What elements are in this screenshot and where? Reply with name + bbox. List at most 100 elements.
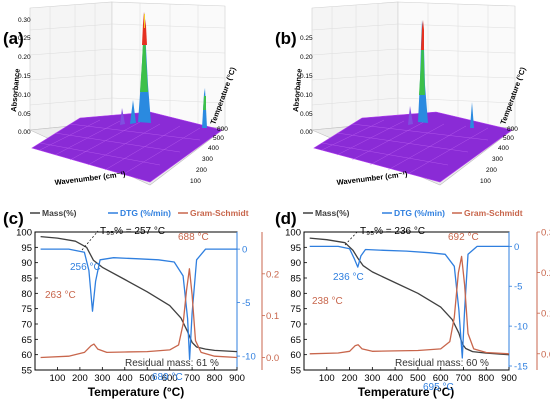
svg-text:0.10: 0.10 xyxy=(18,92,31,99)
gram-schmidt-curve xyxy=(40,268,238,359)
mass-tick-label: 75 xyxy=(21,304,32,315)
mass-tick-label: 95 xyxy=(21,243,32,254)
gs-peak1-label: 263 °C xyxy=(45,290,76,301)
x-tick-label: 800 xyxy=(478,373,494,384)
svg-text:400: 400 xyxy=(208,145,219,152)
y-ticks-b: 100 200 300 400 500 600 xyxy=(480,126,518,185)
mass-tick-label: 60 xyxy=(290,350,301,361)
x-axis-label-b: Wavenumber (cm⁻¹) xyxy=(336,169,408,187)
panel-label-c: (c) xyxy=(3,209,24,228)
ftir-surface-b xyxy=(313,111,513,183)
grid-lines-b xyxy=(311,3,516,128)
mass-tick-label: 80 xyxy=(290,289,301,300)
gs-tick-label: 0.3 xyxy=(541,228,550,239)
svg-text:0.05: 0.05 xyxy=(300,111,313,118)
panel-label-d: (d) xyxy=(275,209,297,228)
gs-tick-label: 0.1 xyxy=(541,309,550,320)
residual-mass-label: Residual mass: 60 % xyxy=(395,358,489,369)
svg-text:200: 200 xyxy=(196,167,207,174)
svg-text:100: 100 xyxy=(480,178,491,185)
mass-tick-label: 65 xyxy=(290,335,301,346)
peak-main-mid-a xyxy=(140,18,148,92)
peak-side-a xyxy=(130,100,136,124)
t95-annotation: T₉₅% = 257 °C xyxy=(100,226,165,237)
x-tick-label: 700 xyxy=(184,373,200,384)
mass-tick-label: 60 xyxy=(21,350,32,361)
dtg-tick-label: -5 xyxy=(242,298,250,309)
gs-tick-label: 0.0 xyxy=(541,349,550,360)
gs-tick-label: 0.2 xyxy=(541,268,550,279)
x-axis-label-a: Wavenumber (cm⁻¹) xyxy=(54,169,126,187)
peak-small-a xyxy=(120,108,125,125)
panel-b: (b) Absorbance Wavenumber (cm⁻¹) Tempera… xyxy=(275,1,528,187)
back-wall-left-a xyxy=(29,1,113,131)
mass-tick-label: 70 xyxy=(290,320,301,331)
grid-lines-a xyxy=(29,3,226,128)
mass-tick-label: 90 xyxy=(21,258,32,269)
dtg-peak2-label: 695 °C xyxy=(423,382,454,393)
back-wall-right-b xyxy=(397,1,516,129)
mass-tick-label: 55 xyxy=(290,366,301,377)
svg-text:0.25: 0.25 xyxy=(300,35,313,42)
svg-text:300: 300 xyxy=(202,156,213,163)
mass-tick-label: 55 xyxy=(21,366,32,377)
mass-curve xyxy=(309,237,510,356)
mass-tick-label: 100 xyxy=(16,228,32,239)
back-wall-right-a xyxy=(111,1,226,129)
svg-text:100: 100 xyxy=(190,178,201,185)
surface-mesh-a xyxy=(39,119,201,176)
x-tick-label: 800 xyxy=(207,373,223,384)
panel-label-b: (b) xyxy=(275,29,297,48)
svg-text:600: 600 xyxy=(507,126,518,133)
svg-text:600: 600 xyxy=(217,126,228,133)
gs-tick-label: 0.0 xyxy=(266,353,279,364)
legend-dtg: DTG (%/min) xyxy=(394,208,445,218)
surface-mesh-b xyxy=(321,119,489,176)
x-tick-label: 700 xyxy=(456,373,472,384)
svg-text:200: 200 xyxy=(486,167,497,174)
svg-text:400: 400 xyxy=(498,145,509,152)
peak-right-b xyxy=(470,102,474,128)
x-tick-label: 500 xyxy=(139,373,155,384)
svg-text:0.05: 0.05 xyxy=(18,111,31,118)
peak-right-mid-a xyxy=(203,96,206,110)
x-tick-label: 900 xyxy=(501,373,517,384)
x-tick-label: 200 xyxy=(72,373,88,384)
dtg-peak1-label: 236 °C xyxy=(333,272,364,283)
t95-annotation: T₉₅% = 236 °C xyxy=(360,226,425,237)
peak-main-top-a xyxy=(142,12,147,45)
x-axis-title: Temperature (°C) xyxy=(358,385,455,399)
svg-text:500: 500 xyxy=(503,135,514,142)
panel-label-a: (a) xyxy=(3,29,24,48)
svg-text:0.00: 0.00 xyxy=(18,129,31,136)
x-tick-label: 600 xyxy=(433,373,449,384)
svg-text:0.10: 0.10 xyxy=(300,92,313,99)
x-tick-label: 400 xyxy=(387,373,403,384)
mass-tick-label: 70 xyxy=(21,320,32,331)
x-tick-label: 400 xyxy=(117,373,133,384)
gs-peak1-label: 238 °C xyxy=(312,296,343,307)
svg-text:0.20: 0.20 xyxy=(18,54,31,61)
dtg-tick-label: -10 xyxy=(514,322,528,333)
mass-tick-label: 95 xyxy=(290,243,301,254)
svg-text:0.25: 0.25 xyxy=(18,35,31,42)
mass-tick-label: 80 xyxy=(21,289,32,300)
mass-curve xyxy=(40,235,238,353)
panel-a: (a) Absorbance Wavenumber (cm⁻¹) Tempera… xyxy=(3,1,238,187)
ftir-surface-a xyxy=(31,111,223,183)
svg-text:0.30: 0.30 xyxy=(18,17,31,24)
peak-small-b xyxy=(408,106,413,125)
z-ticks-a: 0.00 0.05 0.10 0.15 0.20 0.25 0.30 xyxy=(18,17,31,136)
z-axis-label-a: Absorbance xyxy=(9,68,22,112)
svg-text:0.15: 0.15 xyxy=(300,73,313,80)
x-tick-label: 900 xyxy=(229,373,245,384)
t95-leader-line xyxy=(344,230,359,246)
dtg-peak2-label: 689 °C xyxy=(152,372,183,383)
gs-peak2-label: 688 °C xyxy=(178,232,209,243)
x-axis-title: Temperature (°C) xyxy=(88,385,185,399)
panel-c: (c) 100 200 300 400 500 600 700 800 900556065707… xyxy=(3,208,279,399)
legend-mass: Mass(%) xyxy=(315,208,350,218)
mass-tick-label: 85 xyxy=(290,274,301,285)
z-ticks-b: 0.00 0.05 0.10 0.15 0.20 0.25 xyxy=(300,35,313,136)
x-tick-label: 600 xyxy=(162,373,178,384)
